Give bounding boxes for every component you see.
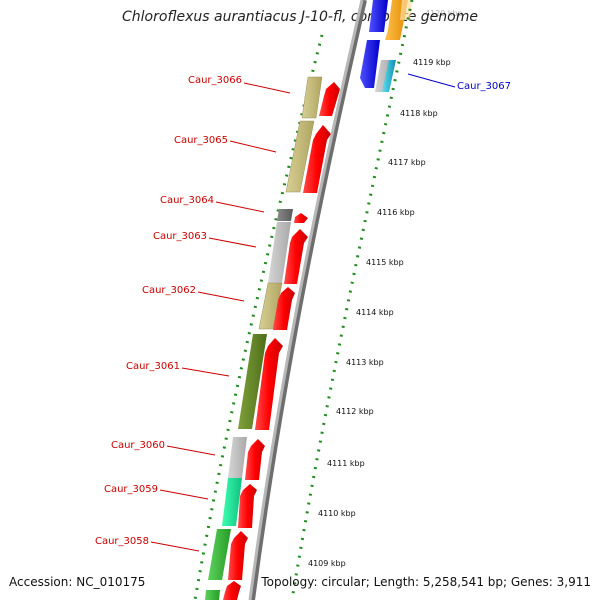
- leader-line-3065: [229, 140, 277, 153]
- gene-label-caur-3059[interactable]: Caur_3059: [104, 484, 158, 495]
- gene-label-caur-3058[interactable]: Caur_3058: [95, 536, 149, 547]
- gene-block-3063: [268, 222, 291, 283]
- gene-block-3062: [258, 282, 283, 330]
- leader-line-3058: [150, 541, 200, 552]
- kbp-tick-label: 4117 kbp: [388, 158, 426, 167]
- topology-text: Topology: circular; Length: 5,258,541 bp…: [261, 575, 591, 589]
- cds-arrow-3060: [245, 439, 265, 480]
- gene-block-3057: [205, 590, 220, 600]
- cds-arrow-3062: [273, 287, 295, 330]
- kbp-tick-label: 4109 kbp: [308, 559, 346, 568]
- gene-block-3064: [277, 209, 293, 221]
- gene-block-3061: [238, 334, 267, 429]
- gene-block-3066: [301, 76, 323, 119]
- gene-label-caur-3066[interactable]: Caur_3066: [188, 75, 242, 86]
- leader-line-3063: [208, 237, 257, 248]
- kbp-tick-label: 4116 kbp: [377, 208, 415, 217]
- cds-arrow-3065: [303, 125, 331, 193]
- kbp-tick-label: 4114 kbp: [356, 308, 394, 317]
- gene-label-caur-3061[interactable]: Caur_3061: [126, 361, 180, 372]
- cds-arrow-3064: [294, 213, 308, 223]
- map-title: Chloroflexus aurantiacus J-10-fl, comple…: [122, 9, 478, 25]
- feature-track-top-right: [360, 0, 412, 92]
- kbp-tick-label: 4110 kbp: [318, 509, 356, 518]
- cds-arrow-3066: [319, 82, 340, 116]
- kbp-tick-label: 4119 kbp: [413, 58, 451, 67]
- inner-tick-track: [193, 34, 324, 600]
- cds-cyan: [382, 60, 396, 92]
- cds-blue-lower: [360, 40, 380, 88]
- cds-arrow-3059: [238, 484, 257, 528]
- leader-line-3064: [215, 201, 265, 213]
- kbp-tick-label: 4113 kbp: [346, 358, 384, 367]
- kbp-tick-label: 4115 kbp: [366, 258, 404, 267]
- cds-arrow-3063: [284, 229, 308, 284]
- leader-line-3061: [181, 367, 230, 377]
- kbp-axis-labels: 4109 kbp 4110 kbp 4111 kbp 4112 kbp 4113…: [308, 9, 463, 568]
- leader-line-3060: [166, 445, 216, 456]
- cds-arrow-3057: [223, 581, 241, 600]
- gene-block-3060: [228, 437, 247, 478]
- gene-label-caur-3065[interactable]: Caur_3065: [174, 135, 228, 146]
- gene-labels: Caur_3066 Caur_3065 Caur_3064 Caur_3063 …: [95, 75, 511, 547]
- gene-block-3058: [208, 529, 231, 580]
- kbp-tick-label: 4112 kbp: [336, 407, 374, 416]
- cds-track-red: [223, 82, 340, 600]
- cds-arrow-3058: [228, 531, 248, 580]
- gene-label-caur-3062[interactable]: Caur_3062: [142, 285, 196, 296]
- leader-line-3067: [407, 73, 456, 88]
- gene-block-3059: [222, 478, 242, 526]
- outer-tick-track: [290, 0, 414, 600]
- cds-arrow-3061: [255, 338, 283, 430]
- gene-label-caur-3060[interactable]: Caur_3060: [111, 440, 165, 451]
- leader-line-3062: [197, 291, 245, 302]
- cds-blue-upper: [369, 0, 388, 32]
- cds-orange-fade: [400, 0, 412, 20]
- gene-label-caur-3063[interactable]: Caur_3063: [153, 231, 207, 242]
- genome-backbone: [248, 0, 364, 600]
- leader-line-3066: [243, 82, 291, 94]
- genome-backbone-shadow: [249, 0, 367, 600]
- kbp-tick-label: 4118 kbp: [400, 109, 438, 118]
- kbp-tick-label: 4120 kbp: [425, 9, 463, 18]
- gene-block-3065: [285, 120, 315, 193]
- leader-line-3059: [159, 489, 209, 500]
- gene-label-caur-3067[interactable]: Caur_3067: [457, 81, 511, 92]
- feature-track-left: [205, 76, 323, 600]
- kbp-tick-label: 4111 kbp: [327, 459, 365, 468]
- label-leaders: [150, 73, 456, 552]
- gene-label-caur-3064[interactable]: Caur_3064: [160, 195, 214, 206]
- accession-text: Accession: NC_010175: [9, 575, 146, 589]
